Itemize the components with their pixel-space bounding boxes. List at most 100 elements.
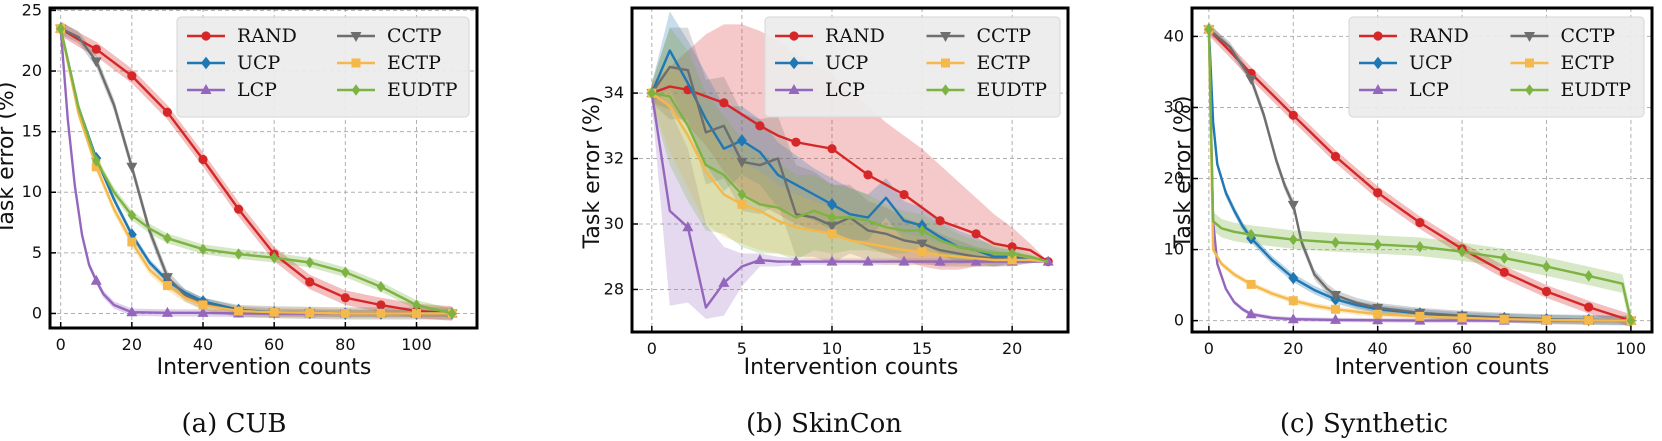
legend-marker-cctp <box>940 32 951 42</box>
data-point-eudtp <box>1584 270 1593 282</box>
x-tick-label: 20 <box>122 335 142 354</box>
y-tick-label: 10 <box>1164 240 1184 259</box>
x-tick-label: 100 <box>401 335 432 354</box>
data-point-ectp <box>1584 315 1594 325</box>
data-point-lcp <box>862 255 874 266</box>
x-tick-label: 15 <box>912 339 932 358</box>
data-point-ectp <box>198 300 208 310</box>
data-point-eudtp <box>341 266 350 278</box>
data-point-cctp <box>1245 75 1257 86</box>
legend-cub: RAND UCP LCP CCTP ECTP EUDTP <box>176 16 470 118</box>
data-point-lcp <box>126 306 138 317</box>
data-point-ucp <box>1288 271 1299 285</box>
data-point-ectp <box>1330 304 1340 314</box>
legend-label-eudtp: EUDTP <box>387 79 458 101</box>
y-tick-label: 5 <box>32 243 42 262</box>
series-group-skincon <box>646 11 1054 319</box>
data-point-eudtp <box>1289 233 1298 246</box>
caption-skincon: (b) SkinCon <box>746 409 902 439</box>
data-point-eudtp <box>917 224 927 237</box>
legend-label-cctp: CCTP <box>1561 25 1616 47</box>
legend-box <box>176 16 470 118</box>
data-point-rand <box>127 71 137 81</box>
legend-label-ucp: UCP <box>237 52 281 74</box>
y-tick-label: 32 <box>604 149 624 168</box>
data-point-rand <box>1541 286 1552 297</box>
data-point-ectp <box>1415 311 1425 321</box>
data-point-rand <box>755 121 765 131</box>
band-lcp <box>651 83 1049 319</box>
x-tick-label: 80 <box>1536 339 1556 358</box>
data-point-cctp <box>126 162 138 173</box>
x-tick-label: 20 <box>1002 339 1022 358</box>
band-ectp <box>651 60 1049 265</box>
legend-marker-rand <box>201 31 211 41</box>
y-tick-label: 0 <box>32 303 42 322</box>
data-point-lcp <box>754 254 766 264</box>
data-point-rand <box>1330 151 1341 162</box>
data-point-ectp <box>1541 315 1551 325</box>
legend-label-eudtp: EUDTP <box>1561 79 1632 101</box>
legend-marker-ucp <box>1373 56 1383 70</box>
data-point-ectp <box>305 308 315 318</box>
panel-cub: 0 20 40 60 80 100 0 5 10 15 20 25 RAND UCP LCP CCTP ECTP… <box>0 0 479 439</box>
legend-skincon: RAND UCP LCP CCTP ECTP EUDTP <box>764 16 1061 118</box>
plot-area-synthetic: 0 20 40 60 80 100 0 10 20 30 40 RAND UCP LCP CCTP ECTP E… <box>1164 6 1654 358</box>
series-line-ectp <box>59 28 453 315</box>
series-line-ectp <box>651 92 1049 263</box>
x-tick-label: 10 <box>822 339 842 358</box>
legend-label-eudtp: EUDTP <box>977 79 1048 101</box>
axes-frame-synthetic <box>1190 6 1654 334</box>
y-tick-label: 20 <box>1164 169 1184 188</box>
data-point-eudtp <box>1415 240 1425 253</box>
legend-marker-rand <box>789 31 799 41</box>
legend-label-rand: RAND <box>1409 25 1469 47</box>
data-point-eudtp <box>92 154 101 167</box>
data-point-rand <box>198 154 208 165</box>
data-point-ectp <box>376 308 386 318</box>
data-point-lcp <box>90 274 102 285</box>
data-point-lcp <box>898 255 910 266</box>
caption-cub: (a) CUB <box>182 409 287 439</box>
data-point-lcp <box>161 306 173 317</box>
data-point-ectp <box>827 229 837 239</box>
legend-label-rand: RAND <box>237 25 297 47</box>
data-point-eudtp <box>737 188 747 201</box>
x-tick-label: 80 <box>335 335 355 354</box>
legend-label-lcp: LCP <box>237 79 277 101</box>
data-point-cctp <box>1287 200 1299 211</box>
data-point-eudtp <box>1331 236 1340 249</box>
x-tick-label: 60 <box>1452 339 1472 358</box>
x-tick-label: 100 <box>1616 339 1647 358</box>
x-tick-label: 40 <box>1368 339 1388 358</box>
data-point-rand <box>376 300 386 310</box>
x-tick-label: 5 <box>737 339 747 358</box>
data-point-rand <box>1415 217 1425 228</box>
data-point-cctp <box>161 273 173 284</box>
legend-marker-lcp <box>200 84 212 94</box>
data-point-ectp <box>917 247 927 257</box>
legend-marker-ucp <box>201 56 211 70</box>
x-tick-label: 40 <box>193 335 213 354</box>
data-point-eudtp <box>447 307 457 320</box>
legend-label-ectp: ECTP <box>387 52 441 74</box>
data-point-lcp <box>790 255 802 266</box>
legend-marker-eudtp <box>1525 84 1534 96</box>
data-point-cctp <box>916 239 928 250</box>
data-point-rand <box>719 98 729 108</box>
data-point-rand <box>162 107 173 117</box>
data-point-ectp <box>127 237 137 247</box>
ticks-skincon: 0 5 10 15 20 28 30 32 34 <box>604 83 1023 358</box>
data-point-lcp <box>934 255 946 266</box>
data-point-ectp <box>1288 296 1298 306</box>
data-point-ectp <box>1499 314 1509 324</box>
legend-marker-ectp <box>1525 58 1534 68</box>
data-point-rand <box>1288 110 1298 120</box>
data-point-rand <box>1499 267 1509 277</box>
series-group-cub <box>55 21 458 321</box>
series-line-rand <box>651 85 1049 263</box>
axes-frame-cub <box>48 6 479 330</box>
data-point-lcp <box>682 221 694 232</box>
data-point-cctp <box>90 57 102 68</box>
